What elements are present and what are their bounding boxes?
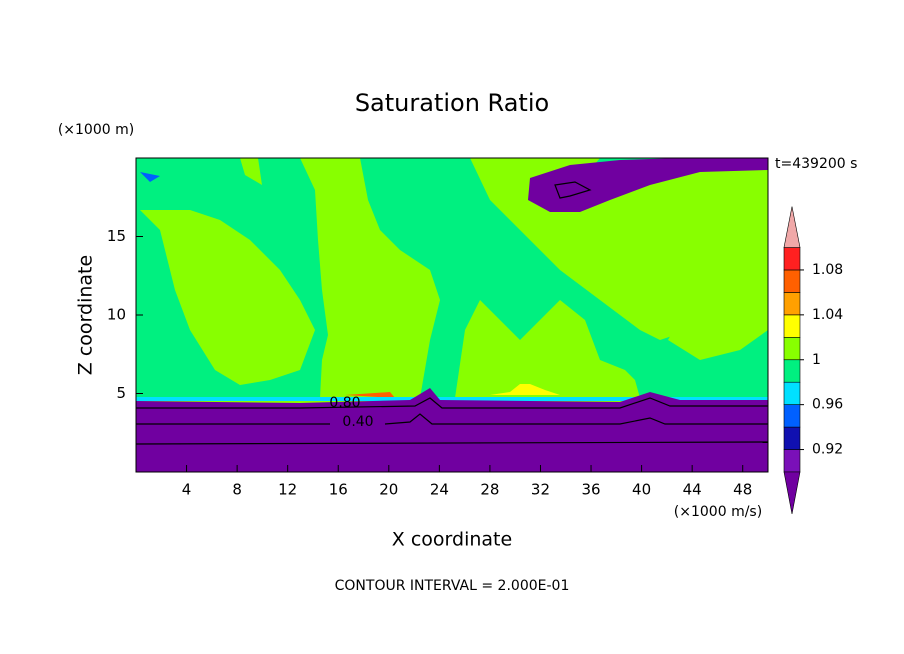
colorbar-tick-label: 1.04 — [812, 307, 843, 323]
x-tick-label: 44 — [683, 481, 702, 499]
field-region — [345, 392, 395, 398]
field-region — [470, 305, 580, 395]
colorbar-band — [783, 292, 801, 316]
colorbar-tick-label: 1.08 — [812, 262, 843, 278]
contour-field — [135, 157, 769, 473]
field-region — [140, 172, 160, 182]
x-tick-label: 12 — [278, 481, 297, 499]
y-axis-title: Z coordinate — [75, 255, 97, 375]
colorbar-band — [783, 426, 801, 450]
contour-label: 0.80 — [329, 395, 360, 411]
field-region — [140, 210, 315, 385]
contour-line — [136, 397, 768, 409]
x-tick-label: 20 — [379, 481, 398, 499]
contour-line — [136, 413, 768, 425]
field-region — [360, 158, 768, 398]
time-label: t=439200 s — [775, 156, 857, 172]
colorbar-band — [783, 314, 801, 338]
colorbar-band — [783, 449, 801, 473]
x-unit: (×1000 m/s) — [674, 504, 762, 520]
x-tick-label: 36 — [581, 481, 600, 499]
x-tick-label: 28 — [480, 481, 499, 499]
colorbar-tick-label: 1 — [812, 352, 821, 368]
field-region — [136, 397, 768, 401]
x-tick-label: 16 — [329, 481, 348, 499]
chart-title: Saturation Ratio — [355, 89, 549, 117]
x-axis-title: X coordinate — [392, 529, 512, 551]
colorbar-band — [783, 269, 801, 293]
colorbar-band — [783, 359, 801, 383]
colorbar-under — [783, 471, 801, 515]
x-tick-label: 40 — [632, 481, 651, 499]
colorbar-band — [783, 336, 801, 361]
colorbar-band — [783, 381, 801, 405]
contour-line — [554, 181, 592, 199]
y-tick-label: 10 — [107, 306, 126, 324]
y-tick-label: 5 — [116, 384, 126, 402]
contour-line — [136, 441, 768, 445]
x-tick-label: 4 — [182, 481, 192, 499]
colorbar-tick-label: 0.92 — [812, 442, 843, 458]
footer: CONTOUR INTERVAL = 2.000E-01 — [335, 578, 570, 594]
x-tick-label: 24 — [430, 481, 449, 499]
field-region — [136, 388, 768, 472]
field-region — [490, 384, 560, 395]
field-region — [668, 180, 768, 360]
colorbar-band — [783, 247, 801, 271]
colorbar-over — [783, 206, 801, 248]
x-tick-label: 48 — [733, 481, 752, 499]
y-tick-label: 15 — [107, 227, 126, 245]
field-region — [528, 158, 768, 212]
x-tick-label: 32 — [531, 481, 550, 499]
colorbar-tick-label: 0.96 — [812, 397, 843, 413]
x-tick-label: 8 — [232, 481, 242, 499]
contour-label: 0.40 — [342, 414, 373, 430]
colorbar-band — [783, 404, 801, 428]
y-unit: (×1000 m) — [58, 122, 134, 138]
